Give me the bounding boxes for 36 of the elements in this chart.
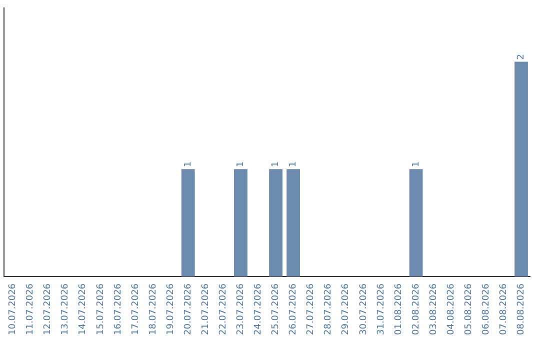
x-tick-label: 14.07.2026 <box>78 283 88 335</box>
x-tick-label: 06.08.2026 <box>482 283 492 335</box>
x-tick-label: 17.07.2026 <box>130 283 141 335</box>
x-tick-label: 13.07.2026 <box>60 283 71 335</box>
x-tick-label: 28.07.2026 <box>324 283 334 335</box>
x-tick-label: 21.07.2026 <box>200 283 211 335</box>
x-tick-label: 10.07.2026 <box>8 283 18 335</box>
x-tick-label: 20.07.2026 <box>183 283 194 335</box>
x-tick-label: 31.07.2026 <box>376 283 386 335</box>
x-tick-label: 29.07.2026 <box>341 283 352 335</box>
data-label: 1 <box>271 161 282 168</box>
x-tick-label: 18.07.2026 <box>148 283 158 335</box>
x-tick-label: 25.07.2026 <box>271 283 282 335</box>
x-tick-label: 23.07.2026 <box>236 283 246 335</box>
x-tick-label: 15.07.2026 <box>96 283 106 335</box>
x-tick-label: 22.07.2026 <box>218 283 229 335</box>
data-label: 1 <box>183 161 194 168</box>
x-tick-label: 12.07.2026 <box>43 283 54 335</box>
x-tick-label: 04.08.2026 <box>446 283 456 335</box>
x-tick-label: 01.08.2026 <box>394 283 404 335</box>
x-tick-label: 02.08.2026 <box>411 283 422 335</box>
x-tick-label: 05.08.2026 <box>464 283 474 335</box>
x-tick-label: 11.07.2026 <box>26 283 36 335</box>
x-tick-label: 08.08.2026 <box>516 283 527 335</box>
x-tick-label: 27.07.2026 <box>306 283 316 335</box>
x-tick-label: 19.07.2026 <box>166 283 176 335</box>
data-label: 2 <box>516 54 527 60</box>
data-label: 1 <box>236 161 246 168</box>
data-label: 1 <box>411 161 422 168</box>
x-tick-label: 24.07.2026 <box>254 283 264 335</box>
x-tick-label: 26.07.2026 <box>288 283 299 335</box>
x-tick-label: 16.07.2026 <box>113 283 124 335</box>
x-tick-label: 07.08.2026 <box>499 283 510 335</box>
x-tick-label: 03.08.2026 <box>428 283 439 335</box>
data-label: 1 <box>288 161 299 168</box>
x-tick-label: 30.07.2026 <box>358 283 369 335</box>
